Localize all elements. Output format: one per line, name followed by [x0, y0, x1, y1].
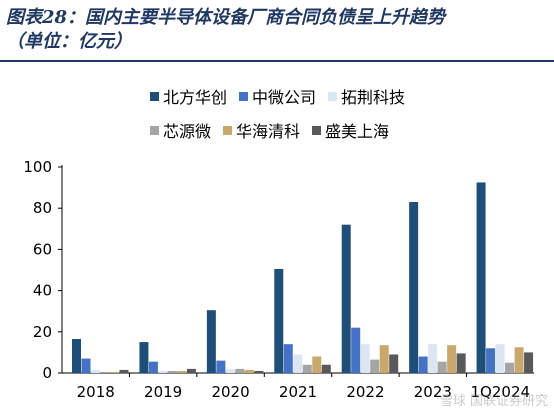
x-tick-label: 2023	[414, 383, 452, 401]
legend-label: 华海清科	[236, 122, 301, 141]
legend-item: 中微公司	[239, 84, 316, 108]
bar	[110, 371, 119, 373]
bar	[206, 310, 216, 373]
legend-item: 北方华创	[150, 84, 227, 108]
title-divider	[0, 60, 554, 62]
bar	[495, 344, 505, 373]
x-tick-label: 1Q2024	[471, 383, 531, 401]
watermark: 雪球 国联证券研究	[439, 394, 548, 409]
legend-swatch	[328, 91, 338, 101]
bar	[447, 345, 457, 373]
legend-item: 华海清科	[223, 118, 300, 142]
bar	[505, 362, 515, 373]
bar	[254, 370, 264, 373]
y-tick-label: 60	[33, 240, 52, 258]
bar	[379, 345, 389, 373]
legend-label: 芯源微	[163, 122, 212, 141]
legend-label: 拓荆科技	[341, 88, 406, 107]
x-tick-label: 2022	[346, 383, 384, 401]
bar	[274, 268, 284, 373]
y-tick-label: 100	[23, 158, 52, 176]
legend-label: 北方华创	[163, 88, 228, 107]
x-tick-label: 2021	[279, 383, 317, 401]
legend-swatch	[312, 125, 322, 135]
chart-title: 图表28：国内主要半导体设备厂商合同负债呈上升趋势 （单位：亿元）	[6, 6, 546, 54]
legend-swatch	[223, 125, 233, 135]
bar	[360, 344, 370, 373]
bar	[351, 327, 361, 373]
bar	[72, 339, 81, 373]
legend-row: 芯源微 华海清科 盛美上海	[150, 118, 401, 142]
bar	[186, 368, 196, 373]
x-tick-label: 2019	[144, 383, 182, 401]
legend-label: 盛美上海	[325, 122, 390, 141]
y-tick-label: 80	[33, 199, 52, 217]
legend-swatch	[150, 125, 159, 135]
bar	[216, 360, 226, 373]
bar	[370, 359, 380, 373]
legend-row: 北方华创 中微公司 拓荆科技	[150, 84, 417, 108]
bar	[235, 368, 245, 373]
bar	[100, 371, 110, 373]
bar	[302, 364, 312, 373]
chart-title-line2: （单位：亿元）	[6, 31, 132, 52]
bar	[312, 356, 322, 373]
legend-item: 芯源微	[150, 118, 211, 142]
bar	[283, 344, 293, 373]
bar	[409, 202, 419, 373]
bar	[476, 182, 486, 373]
bar	[139, 342, 149, 373]
legend-item: 拓荆科技	[328, 84, 405, 108]
bar	[341, 224, 351, 373]
x-tick-label: 2020	[211, 383, 249, 401]
bar	[389, 354, 399, 373]
legend-swatch	[239, 91, 249, 101]
bar	[428, 344, 438, 373]
bar	[514, 347, 524, 373]
bar	[486, 348, 496, 373]
bar	[437, 361, 447, 373]
legend-label: 中微公司	[252, 88, 317, 107]
bar	[524, 352, 534, 373]
y-tick-label: 40	[33, 282, 52, 300]
bar	[158, 370, 168, 373]
bar	[293, 354, 303, 373]
legend-item: 盛美上海	[312, 118, 389, 142]
legend-swatch	[150, 91, 159, 101]
bar	[321, 364, 331, 373]
bar	[91, 369, 100, 373]
bar	[177, 370, 187, 373]
bar	[456, 353, 466, 373]
bar	[418, 356, 428, 373]
bar	[81, 358, 91, 373]
bar	[167, 370, 177, 373]
bar	[225, 368, 235, 373]
x-tick-label: 2018	[77, 383, 115, 401]
y-tick-label: 0	[42, 364, 52, 382]
bar	[119, 369, 129, 373]
y-tick-label: 20	[33, 323, 52, 341]
chart-title-line1: 图表28：国内主要半导体设备厂商合同负债呈上升趋势	[6, 7, 446, 28]
bar	[244, 369, 254, 373]
bar	[148, 361, 158, 373]
